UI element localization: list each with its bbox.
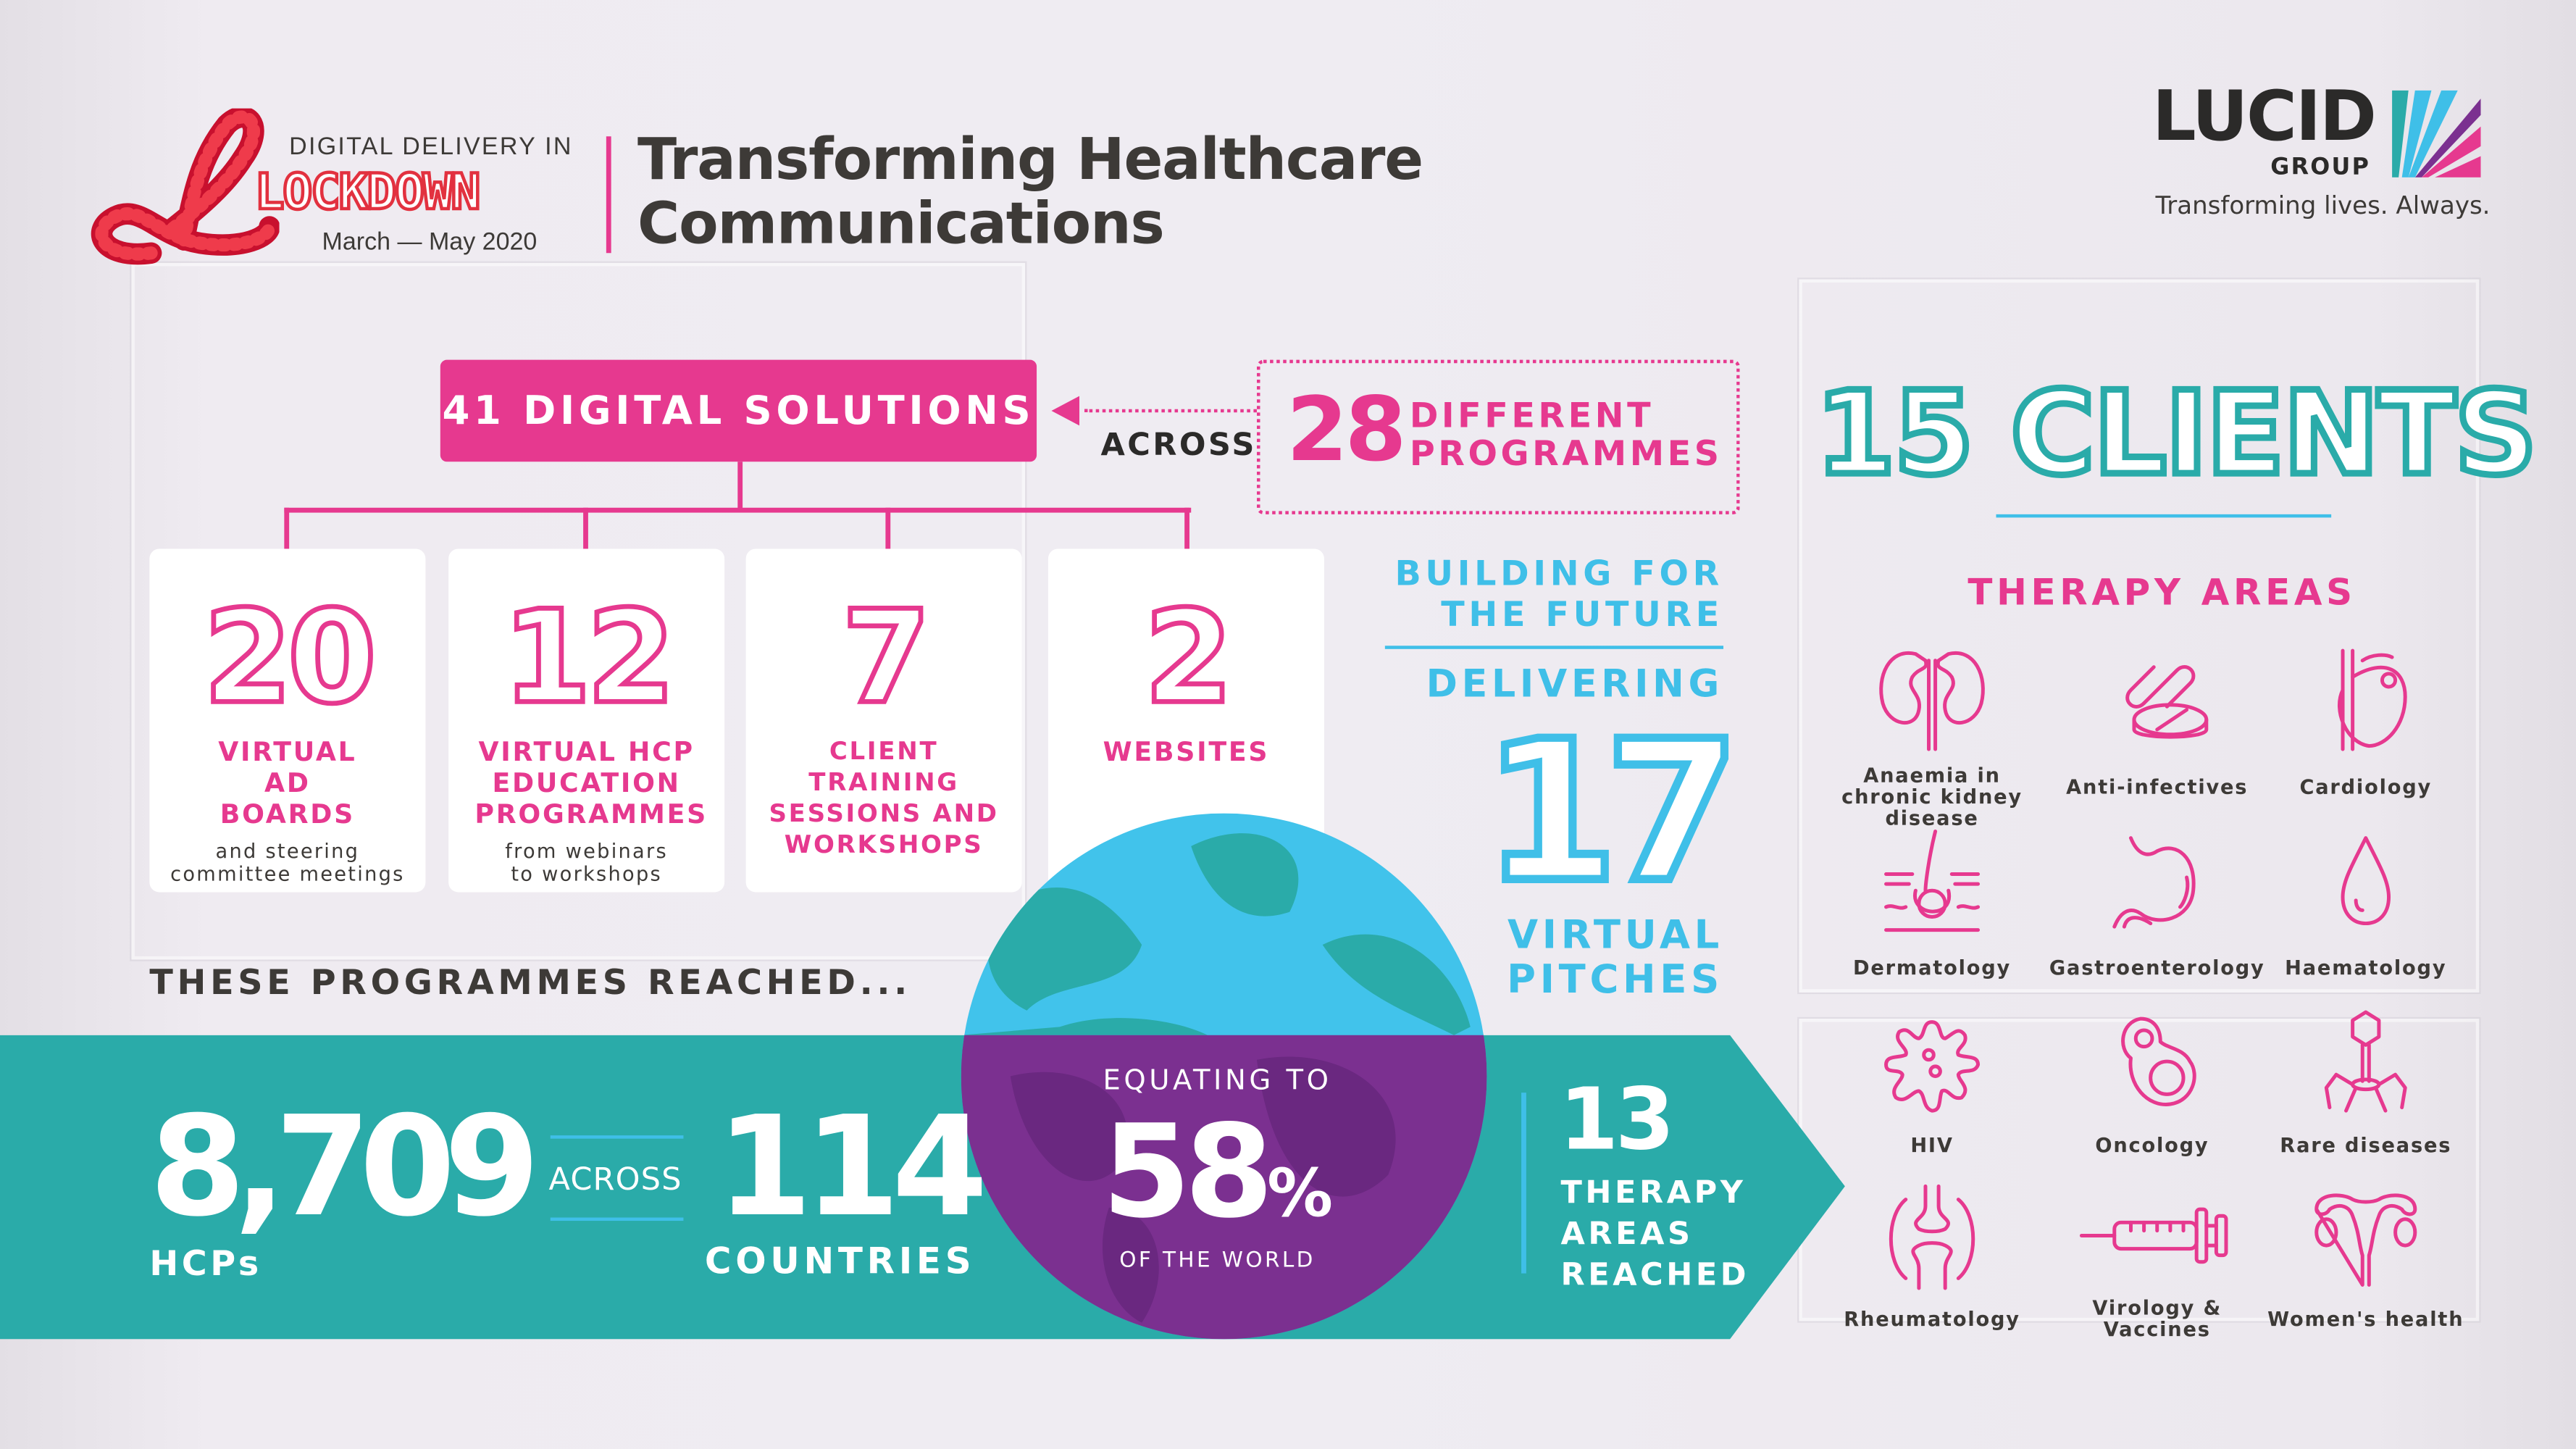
hcps-count: 8,709	[149, 1086, 540, 1248]
header-divider	[606, 136, 611, 254]
header-kicker: DIGITAL DELIVERY IN	[289, 133, 573, 162]
countries-count: 114	[716, 1086, 988, 1248]
therapy-label: Cardiology	[2299, 775, 2433, 799]
therapy-areas-reached: THERAPY AREAS REACHED	[1561, 1173, 1750, 1296]
equating-label: EQUATING TO	[1103, 1064, 1332, 1098]
card-label: VIRTUAL HCP EDUCATION PROGRAMMES	[474, 736, 708, 830]
therapy-line-2: AREAS	[1560, 1216, 1694, 1253]
therapy-label: Rare diseases	[2280, 1133, 2452, 1157]
percent-value: 58	[1102, 1099, 1274, 1248]
tree-connector	[284, 507, 1192, 513]
lockdown-l-logo-icon	[91, 108, 280, 265]
wall-panel	[131, 262, 1026, 960]
pill-icon	[2095, 644, 2220, 759]
card-number: 20	[201, 585, 379, 733]
across-label: ACROSS	[1100, 427, 1257, 464]
card-number: 12	[500, 585, 678, 733]
pitches-count: 17	[1479, 698, 1744, 925]
lockdown-wordmark: LOCKDOWN	[253, 164, 482, 223]
card-label: CLIENT TRAINING SESSIONS AND WORKSHOPS	[769, 736, 999, 860]
therapy-areas-heading: THERAPY AREAS	[1967, 573, 2357, 615]
therapy-line-3: REACHED	[1560, 1256, 1750, 1293]
delivering-label: DELIVERING	[1426, 664, 1724, 707]
pitches-line-1: VIRTUAL	[1507, 911, 1724, 959]
divider	[1521, 1093, 1526, 1274]
divider	[1384, 646, 1724, 649]
building-future: BUILDING FOR THE FUTURE	[1385, 554, 1723, 635]
skin-follicle-icon	[1870, 824, 1994, 940]
brand-tagline: Transforming lives. Always.	[2155, 191, 2491, 220]
therapy-label: Haematology	[2285, 956, 2447, 980]
reach-heading: THESE PROGRAMMES REACHED...	[149, 962, 911, 1003]
bacteriophage-icon	[2304, 1006, 2428, 1121]
clients-headline: 15 CLIENTS	[1812, 363, 2541, 504]
tree-connector	[583, 507, 588, 549]
pitches-line-2: PITCHES	[1507, 956, 1724, 1003]
hcps-label: HCPs	[149, 1243, 262, 1284]
page-title: Transforming Healthcare Communications	[637, 128, 1423, 259]
countries-label: COUNTRIES	[704, 1242, 976, 1284]
programmes-count: 28	[1286, 377, 1407, 482]
therapy-label: HIV	[1910, 1133, 1954, 1157]
divider	[1996, 514, 2332, 518]
card-sub: from webinars to workshops	[505, 839, 668, 886]
card-label: VIRTUAL AD BOARDS	[218, 736, 357, 830]
knee-joint-icon	[1870, 1179, 1994, 1295]
card-hcp-education: 12 VIRTUAL HCP EDUCATION PROGRAMMES from…	[448, 548, 725, 893]
therapy-count: 13	[1559, 1071, 1675, 1170]
stomach-icon	[2095, 824, 2220, 940]
virtual-pitches: VIRTUAL PITCHES	[1385, 911, 1724, 1003]
card-client-training: 7 CLIENT TRAINING SESSIONS AND WORKSHOPS	[745, 548, 1022, 893]
percent-world: 58%	[1053, 1108, 1382, 1239]
programmes-label: DIFFERENT PROGRAMMES	[1409, 396, 1723, 474]
therapy-label: Anaemia in chronic kidney disease	[1841, 764, 2023, 830]
card-label: WEBSITES	[1103, 736, 1270, 768]
divider	[550, 1135, 684, 1139]
brand-group: GROUP	[2270, 154, 2371, 181]
brand-name: LUCID	[2151, 75, 2377, 156]
card-number: 2	[1142, 585, 1236, 733]
cancer-cell-icon	[2095, 1006, 2220, 1121]
dotted-connector	[1084, 409, 1257, 413]
blood-drop-icon	[2304, 824, 2428, 940]
digital-solutions-banner: 41 DIGITAL SOLUTIONS	[440, 359, 1037, 462]
title-line-1: Transforming Healthcare	[637, 128, 1423, 194]
therapy-label: Rheumatology	[1844, 1308, 2020, 1331]
programmes-box	[1256, 359, 1740, 514]
future-line-2: THE FUTURE	[1441, 594, 1724, 635]
tree-connector	[284, 507, 290, 549]
globe-icon	[961, 813, 1487, 1340]
therapy-line-1: THERAPY	[1560, 1174, 1747, 1211]
percent-sign: %	[1267, 1156, 1333, 1232]
date-range: March — May 2020	[322, 228, 538, 256]
arrow-left-icon	[1051, 396, 1080, 426]
of-world-label: OF THE WORLD	[1119, 1248, 1316, 1274]
programmes-line-1: DIFFERENT	[1409, 396, 1655, 435]
uterus-icon	[2304, 1179, 2428, 1295]
divider	[550, 1217, 684, 1222]
title-line-2: Communications	[637, 192, 1165, 259]
kidney-icon	[1870, 644, 1994, 759]
therapy-label: Oncology	[2095, 1133, 2209, 1157]
card-sub: and steering committee meetings	[170, 839, 405, 886]
future-line-1: BUILDING FOR	[1394, 554, 1724, 593]
card-virtual-ad-boards: 20 VIRTUAL AD BOARDS and steering commit…	[149, 548, 426, 893]
therapy-label: Women's health	[2267, 1308, 2464, 1331]
therapy-label: Gastroenterology	[2049, 956, 2265, 980]
tree-connector	[1184, 507, 1189, 549]
therapy-label: Virology & Vaccines	[2092, 1296, 2222, 1341]
virus-icon	[1870, 1006, 1994, 1121]
lucid-logo-icon	[2392, 90, 2481, 178]
tree-connector	[737, 462, 743, 511]
programmes-line-2: PROGRAMMES	[1409, 433, 1723, 474]
card-number: 7	[840, 585, 934, 733]
heart-icon	[2304, 644, 2428, 759]
across-label-band: ACROSS	[548, 1161, 682, 1198]
therapy-label: Anti-infectives	[2066, 775, 2249, 799]
syringe-icon	[2078, 1179, 2236, 1295]
therapy-label: Dermatology	[1852, 956, 2012, 980]
tree-connector	[885, 507, 891, 549]
wall-panel	[1799, 279, 2480, 993]
